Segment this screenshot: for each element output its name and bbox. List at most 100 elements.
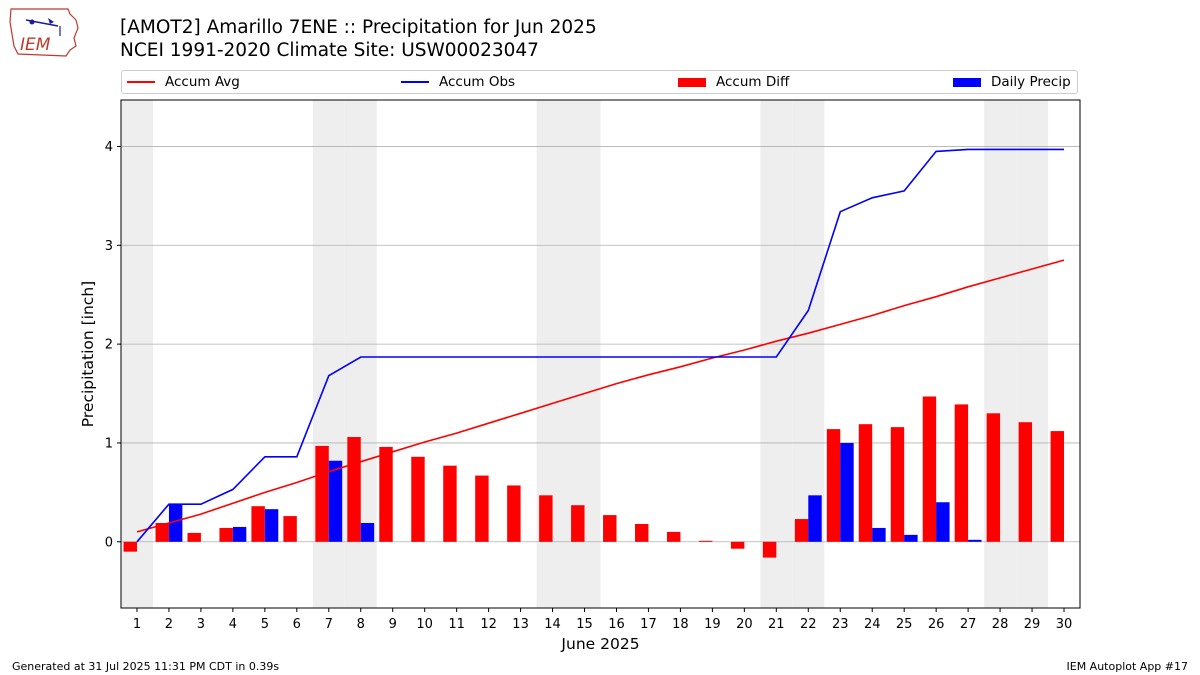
x-tick-label-22: 22: [800, 617, 817, 632]
legend-swatch-accum-obs: [401, 81, 429, 83]
x-tick-label-28: 28: [992, 617, 1009, 632]
x-tick-label-4: 4: [229, 617, 237, 632]
x-tick-label-27: 27: [960, 617, 977, 632]
x-tick-label-18: 18: [672, 617, 689, 632]
bar-accum-diff-day-22: [794, 519, 809, 542]
bar-daily-precip-day-24: [872, 527, 886, 542]
x-tick-label-16: 16: [608, 617, 625, 632]
bar-accum-diff-day-27: [954, 404, 969, 542]
legend-swatch-accum-avg: [127, 81, 155, 83]
y-tick-label-4: 4: [105, 140, 113, 155]
iowa-map-icon: IEM: [9, 8, 79, 57]
bar-accum-diff-day-25: [890, 427, 905, 542]
iem-logo: IEM: [8, 6, 80, 58]
x-tick-label-1: 1: [133, 617, 141, 632]
x-tick-label-3: 3: [197, 617, 205, 632]
svg-text:IEM: IEM: [20, 35, 51, 55]
bar-accum-diff-day-16: [603, 515, 617, 542]
legend-item-accum-avg: Accum Avg: [127, 74, 240, 90]
bar-daily-precip-day-2: [168, 504, 183, 542]
bar-accum-diff-day-3: [187, 532, 201, 542]
x-tick-label-9: 9: [389, 617, 397, 632]
bar-accum-diff-day-18: [666, 531, 681, 542]
y-axis-label: Precipitation [inch]: [79, 281, 97, 427]
legend: Accum Avg Accum Obs Accum Diff Daily Pre…: [121, 70, 1078, 94]
x-tick-label-6: 6: [293, 617, 301, 632]
bar-accum-diff-day-14: [539, 495, 553, 542]
legend-label-accum-diff: Accum Diff: [716, 74, 790, 90]
legend-item-accum-obs: Accum Obs: [401, 74, 515, 90]
chart-title: [AMOT2] Amarillo 7ENE :: Precipitation f…: [120, 17, 597, 38]
plot-frame: [120, 99, 1081, 609]
x-tick-label-21: 21: [768, 617, 785, 632]
bar-accum-diff-day-30: [1050, 431, 1065, 542]
legend-label-accum-obs: Accum Obs: [439, 74, 516, 90]
legend-label-daily-precip: Daily Precip: [991, 74, 1071, 90]
bar-daily-precip-day-25: [904, 534, 918, 542]
bar-daily-precip-day-22: [808, 495, 822, 542]
bar-accum-diff-day-6: [283, 516, 297, 542]
x-tick-label-11: 11: [448, 617, 465, 632]
legend-item-accum-diff: Accum Diff: [678, 74, 789, 90]
bar-accum-diff-day-19: [698, 540, 713, 542]
x-tick-label-19: 19: [704, 617, 721, 632]
x-tick-label-30: 30: [1056, 617, 1073, 632]
bar-daily-precip-day-7: [328, 460, 343, 542]
bar-accum-diff-day-12: [475, 475, 489, 542]
bar-accum-diff-day-9: [379, 446, 393, 542]
x-tick-label-20: 20: [736, 617, 753, 632]
bar-accum-diff-day-13: [507, 485, 521, 542]
bar-accum-diff-day-17: [635, 523, 649, 542]
bar-accum-diff-day-20: [730, 541, 745, 549]
bar-accum-diff-day-1: [123, 541, 137, 552]
bar-accum-diff-day-26: [922, 396, 937, 542]
bar-accum-diff-day-5: [251, 506, 265, 542]
bar-daily-precip-day-5: [264, 509, 279, 542]
x-tick-label-23: 23: [832, 617, 849, 632]
bar-accum-diff-day-2: [155, 523, 169, 542]
legend-swatch-daily-precip: [953, 77, 981, 87]
bar-daily-precip-day-26: [936, 502, 950, 542]
x-tick-label-7: 7: [325, 617, 333, 632]
weekend-shade-day-1: [121, 100, 153, 608]
x-tick-label-5: 5: [261, 617, 269, 632]
chart-subtitle: NCEI 1991-2020 Climate Site: USW00023047: [120, 40, 539, 61]
x-axis-label: June 2025: [560, 635, 639, 653]
bar-accum-diff-day-4: [219, 527, 233, 542]
bar-accum-diff-day-21: [762, 541, 777, 558]
bar-daily-precip-day-27: [968, 539, 982, 542]
bar-accum-diff-day-15: [571, 505, 585, 542]
bar-accum-diff-day-10: [411, 456, 425, 542]
y-tick-label-2: 2: [105, 338, 113, 353]
bar-daily-precip-day-4: [232, 526, 247, 542]
legend-label-accum-avg: Accum Avg: [165, 74, 240, 90]
bar-accum-diff-day-24: [858, 424, 873, 542]
legend-item-daily-precip: Daily Precip: [953, 74, 1071, 90]
y-tick-label-0: 0: [105, 535, 113, 550]
bar-accum-diff-day-7: [315, 445, 329, 542]
x-tick-label-14: 14: [544, 617, 561, 632]
bar-accum-diff-day-8: [347, 437, 361, 542]
x-tick-label-12: 12: [480, 617, 497, 632]
x-tick-label-10: 10: [416, 617, 433, 632]
footer-generated: Generated at 31 Jul 2025 11:31 PM CDT in…: [12, 660, 280, 673]
bar-accum-diff-day-23: [826, 429, 841, 542]
x-tick-label-25: 25: [896, 617, 913, 632]
bar-accum-diff-day-29: [1018, 422, 1033, 542]
x-tick-label-24: 24: [864, 617, 881, 632]
y-tick-label-1: 1: [105, 436, 113, 451]
x-tick-label-2: 2: [165, 617, 173, 632]
bar-daily-precip-day-8: [360, 523, 375, 542]
footer-app: IEM Autoplot App #17: [1066, 660, 1189, 673]
x-tick-label-29: 29: [1024, 617, 1041, 632]
bar-accum-diff-day-28: [986, 413, 1001, 542]
bar-accum-diff-day-11: [443, 465, 457, 542]
weekend-shade-day-21: [760, 100, 793, 608]
line-accum-avg: [136, 259, 1065, 533]
legend-swatch-accum-diff: [678, 77, 706, 87]
x-tick-label-26: 26: [928, 617, 945, 632]
line-accum-obs: [136, 148, 1064, 543]
bar-daily-precip-day-23: [840, 442, 854, 542]
x-tick-label-17: 17: [640, 617, 657, 632]
